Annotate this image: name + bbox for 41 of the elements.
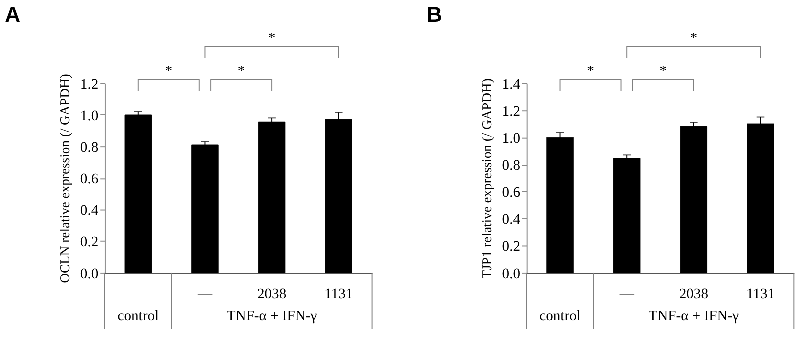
x-tick-label: — xyxy=(196,286,213,303)
y-tick-label: 0.6 xyxy=(80,172,99,188)
text: * xyxy=(690,30,698,47)
x-tick-label: 2038 xyxy=(679,286,709,303)
bar xyxy=(546,137,574,274)
text: control xyxy=(540,308,581,325)
text: control xyxy=(118,308,160,325)
y-tick-label: 1.0 xyxy=(502,130,521,147)
chart-title: B xyxy=(426,3,442,28)
y-tick-label: 1.4 xyxy=(502,76,522,93)
text: * xyxy=(660,64,668,80)
y-tick-label: 0.4 xyxy=(80,203,100,220)
bar xyxy=(192,144,219,274)
y-tick-label: 0.0 xyxy=(502,266,521,282)
bar xyxy=(613,158,641,274)
text: TNF-α + IFN-γ xyxy=(648,308,740,325)
x-tick-label: 2038 xyxy=(257,286,287,303)
bar xyxy=(680,126,708,274)
bar xyxy=(124,114,152,274)
y-tick-label: 1.2 xyxy=(80,76,99,93)
y-tick-label: 0.8 xyxy=(80,140,99,156)
x-tick-label: 1131 xyxy=(324,286,354,303)
y-tick-label: 0.4 xyxy=(502,212,522,228)
text: * xyxy=(238,64,246,80)
y-axis-title: OCLN relative expression (/ GAPDH) xyxy=(58,74,73,284)
x-tick-label: — xyxy=(618,286,635,303)
text: * xyxy=(587,64,594,80)
y-tick-label: 0.0 xyxy=(80,266,99,282)
y-tick-label: 0.8 xyxy=(502,158,521,174)
chart-title: A xyxy=(5,3,21,28)
bar xyxy=(258,122,286,274)
text: * xyxy=(268,30,276,47)
y-tick-label: 1.2 xyxy=(502,104,521,120)
y-tick-label: 0.2 xyxy=(80,234,99,251)
text: TNF-α + IFN-γ xyxy=(226,308,318,325)
x-tick-label: 1131 xyxy=(746,286,776,303)
y-tick-label: 1.0 xyxy=(80,108,99,124)
y-tick-label: 0.2 xyxy=(502,239,521,256)
y-tick-label: 0.6 xyxy=(502,185,521,202)
y-axis-title: TJP1 relative expression (/ GAPDH) xyxy=(480,78,495,279)
text: * xyxy=(165,64,173,80)
